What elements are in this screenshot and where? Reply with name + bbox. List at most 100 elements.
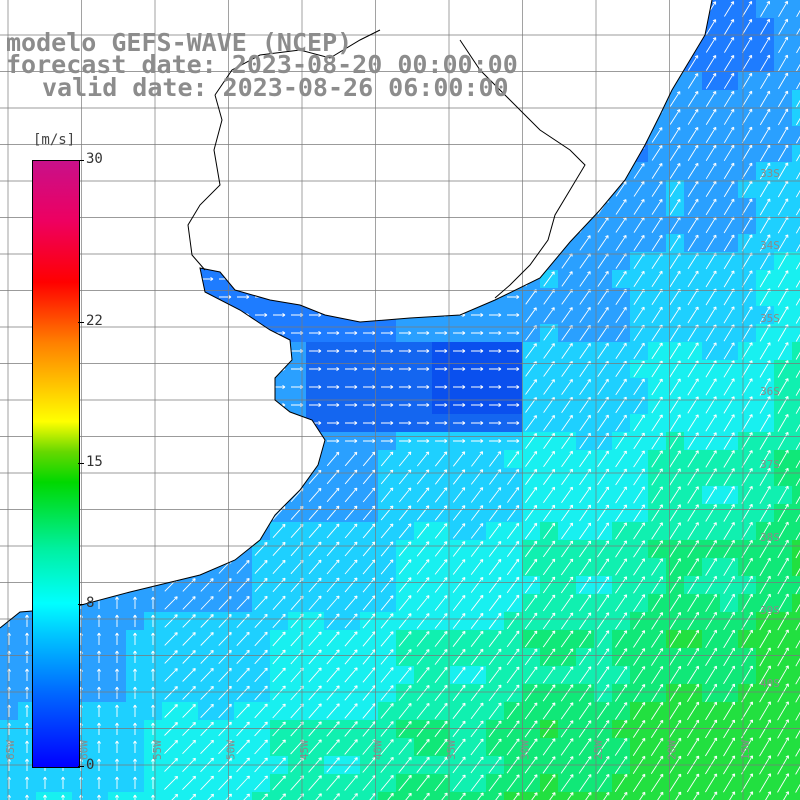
wind-arrow — [164, 452, 178, 466]
wind-cell — [198, 504, 217, 523]
wind-arrow — [435, 187, 448, 191]
wind-arrow — [633, 306, 645, 324]
wind-cell — [612, 414, 631, 433]
wind-cell — [288, 594, 307, 613]
wind-cell — [684, 216, 703, 235]
wind-arrow — [669, 55, 681, 71]
wind-cell — [666, 36, 685, 55]
wind-arrow — [651, 270, 663, 288]
wind-cell — [738, 684, 757, 703]
wind-cell — [414, 522, 433, 541]
wind-arrow — [309, 205, 322, 209]
wind-arrow — [344, 667, 358, 683]
wind-arrow — [237, 205, 250, 209]
wind-cell — [792, 486, 800, 505]
wind-arrow — [399, 367, 412, 371]
wind-arrow — [309, 169, 322, 173]
wind-arrow — [561, 486, 573, 504]
wind-cell — [378, 144, 397, 163]
wind-arrow — [3, 277, 16, 281]
wind-cell — [594, 702, 613, 721]
wind-arrow — [543, 361, 555, 377]
wind-cell — [270, 378, 289, 397]
wind-arrow — [362, 631, 376, 647]
wind-cell — [612, 702, 631, 721]
wind-arrow — [615, 199, 627, 215]
wind-cell — [54, 108, 73, 127]
wind-cell — [144, 396, 163, 415]
wind-cell — [756, 414, 775, 433]
wind-arrow — [291, 277, 304, 281]
wind-cell — [414, 342, 433, 361]
wind-arrow — [632, 773, 646, 793]
wind-cell — [756, 234, 775, 253]
wind-arrow — [669, 558, 681, 576]
wind-arrow — [201, 241, 214, 245]
wind-arrow — [597, 342, 609, 359]
wind-cell — [378, 450, 397, 469]
wind-cell — [666, 198, 685, 217]
wind-cell — [306, 522, 325, 541]
wind-arrow — [417, 43, 430, 47]
wind-cell — [630, 432, 649, 451]
wind-arrow — [399, 25, 412, 29]
wind-arrow — [470, 666, 484, 684]
wind-arrow — [129, 295, 142, 299]
wind-cell — [684, 720, 703, 739]
wind-arrow — [236, 775, 250, 791]
wind-arrow — [381, 331, 394, 335]
wind-arrow — [633, 270, 645, 287]
wind-cell — [0, 702, 19, 721]
wind-cell — [216, 576, 235, 595]
wind-cell — [756, 0, 775, 19]
wind-cell — [792, 216, 800, 235]
wind-arrow — [723, 270, 735, 288]
wind-cell — [252, 270, 271, 289]
wind-arrow — [345, 133, 358, 137]
wind-arrow — [470, 648, 484, 666]
wind-cell — [252, 234, 271, 253]
wind-arrow — [615, 504, 627, 522]
wind-cell — [360, 180, 379, 199]
wind-cell — [792, 558, 800, 577]
wind-cell — [108, 342, 127, 361]
wind-cell — [504, 702, 523, 721]
wind-arrow — [759, 503, 771, 522]
wind-cell — [414, 0, 433, 19]
wind-arrow — [218, 721, 232, 737]
wind-cell — [738, 468, 757, 487]
wind-cell — [180, 126, 199, 145]
wind-arrow — [741, 342, 753, 360]
wind-arrow — [344, 541, 358, 557]
wind-cell — [504, 468, 523, 487]
wind-arrow — [236, 595, 250, 610]
wind-arrow — [97, 740, 101, 753]
wind-arrow — [291, 205, 304, 209]
wind-arrow — [182, 685, 196, 700]
wind-arrow — [327, 421, 340, 425]
wind-arrow — [578, 648, 592, 666]
wind-cell — [126, 684, 145, 703]
wind-cell — [288, 198, 307, 217]
wind-arrow — [452, 523, 466, 539]
wind-cell — [234, 612, 253, 631]
wind-arrow — [327, 151, 340, 155]
wind-arrow — [561, 432, 573, 449]
wind-arrow — [200, 667, 214, 682]
wind-cell — [0, 144, 19, 163]
wind-cell — [720, 648, 739, 667]
wind-cell — [450, 180, 469, 199]
wind-cell — [576, 378, 595, 397]
wind-cell — [612, 180, 631, 199]
wind-arrow — [597, 414, 609, 432]
wind-cell — [126, 612, 145, 631]
wind-cell — [18, 108, 37, 127]
wind-arrow — [705, 539, 717, 558]
wind-arrow — [3, 79, 16, 83]
wind-arrow — [25, 650, 29, 663]
wind-arrow — [723, 647, 735, 667]
wind-arrow — [723, 719, 736, 739]
wind-arrow — [111, 277, 124, 281]
wind-arrow — [778, 108, 789, 126]
wind-arrow — [705, 737, 718, 757]
